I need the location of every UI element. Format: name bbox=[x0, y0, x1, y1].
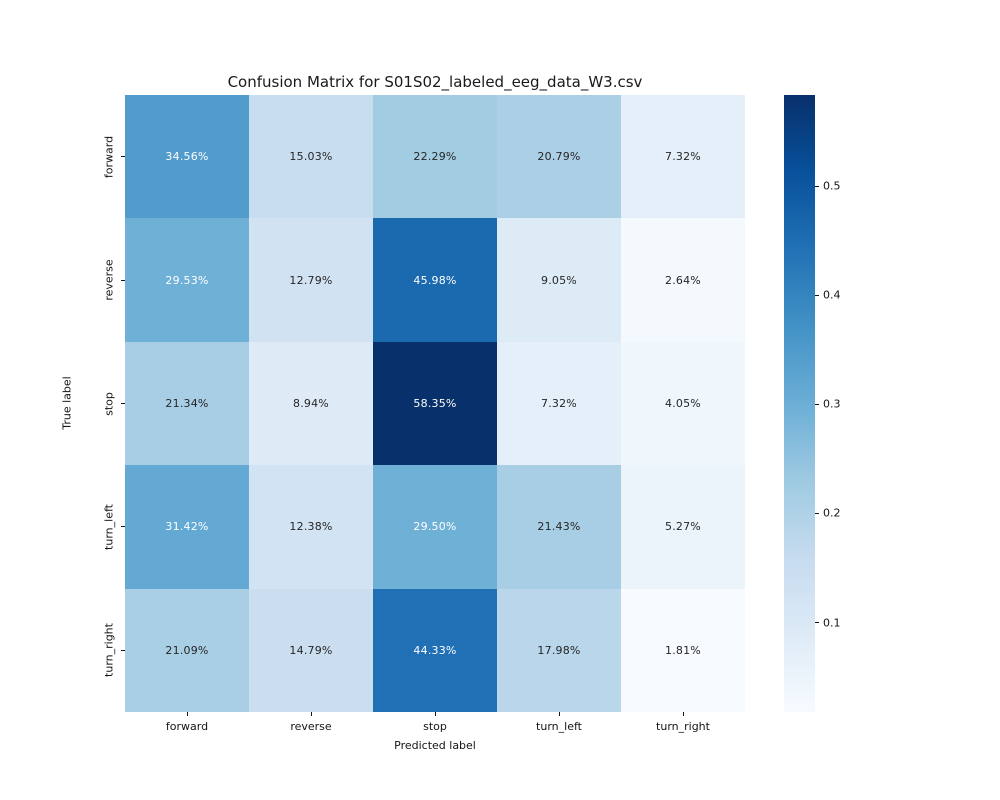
cell-annotation: 12.38% bbox=[289, 520, 333, 534]
cell-annotation: 45.98% bbox=[413, 273, 457, 287]
x-tick-label: turn_right bbox=[656, 720, 710, 733]
heatmap-cell: 14.79% bbox=[249, 588, 373, 712]
cell-annotation: 22.29% bbox=[413, 150, 457, 164]
heatmap-cell: 21.34% bbox=[125, 341, 249, 466]
x-tick-label: reverse bbox=[290, 720, 332, 733]
y-axis-label: True label bbox=[60, 376, 74, 430]
colorbar-tick-mark bbox=[815, 622, 819, 624]
cell-annotation: 17.98% bbox=[537, 643, 581, 657]
colorbar-tick-label: 0.4 bbox=[823, 288, 841, 302]
cell-annotation: 7.32% bbox=[541, 396, 577, 410]
heatmap-cell: 29.50% bbox=[373, 465, 497, 589]
x-tick-mark bbox=[682, 712, 684, 716]
cell-annotation: 2.64% bbox=[665, 273, 701, 287]
cell-annotation: 15.03% bbox=[289, 150, 333, 164]
cell-annotation: 8.94% bbox=[293, 396, 329, 410]
y-tick-label: reverse bbox=[102, 259, 116, 301]
heatmap-cell: 2.64% bbox=[621, 218, 745, 342]
y-tick-mark bbox=[121, 279, 125, 281]
x-axis-label: Predicted label bbox=[394, 739, 476, 752]
y-tick-mark bbox=[121, 649, 125, 651]
cell-annotation: 5.27% bbox=[665, 520, 701, 534]
cell-annotation: 12.79% bbox=[289, 273, 333, 287]
y-tick-label: forward bbox=[102, 135, 116, 178]
cell-annotation: 20.79% bbox=[537, 150, 581, 164]
x-tick-mark bbox=[186, 712, 188, 716]
heatmap: 34.56% 15.03% 22.29% 20.79% 7.32% 29.53% 12.79… bbox=[125, 95, 745, 712]
heatmap-cell: 17.98% bbox=[497, 588, 621, 712]
heatmap-cell: 29.53% bbox=[125, 218, 249, 342]
heatmap-cell: 9.05% bbox=[497, 218, 621, 342]
cell-annotation: 21.09% bbox=[165, 643, 209, 657]
heatmap-cell: 45.98% bbox=[373, 218, 497, 342]
heatmap-cell: 12.38% bbox=[249, 465, 373, 589]
heatmap-cell: 7.32% bbox=[621, 95, 745, 219]
cell-annotation: 44.33% bbox=[413, 643, 457, 657]
cell-annotation: 1.81% bbox=[665, 643, 701, 657]
cell-annotation: 14.79% bbox=[289, 643, 333, 657]
heatmap-cell: 4.05% bbox=[621, 341, 745, 466]
cell-annotation: 31.42% bbox=[165, 520, 209, 534]
y-tick-mark bbox=[121, 156, 125, 158]
heatmap-cell: 44.33% bbox=[373, 588, 497, 712]
heatmap-cell: 21.09% bbox=[125, 588, 249, 712]
colorbar-tick-mark bbox=[815, 294, 819, 296]
heatmap-cell: 8.94% bbox=[249, 341, 373, 466]
x-tick-mark bbox=[434, 712, 436, 716]
y-tick-label: turn_left bbox=[102, 503, 116, 550]
x-tick-label: turn_left bbox=[536, 720, 582, 733]
heatmap-cell: 12.79% bbox=[249, 218, 373, 342]
cell-annotation: 34.56% bbox=[165, 150, 209, 164]
cell-annotation: 58.35% bbox=[413, 396, 457, 410]
y-tick-label: turn_right bbox=[102, 623, 116, 678]
colorbar-tick-mark bbox=[815, 185, 819, 187]
cell-annotation: 29.53% bbox=[165, 273, 209, 287]
colorbar-tick-label: 0.3 bbox=[823, 397, 841, 411]
heatmap-cell: 34.56% bbox=[125, 95, 249, 219]
cell-annotation: 9.05% bbox=[541, 273, 577, 287]
colorbar-tick-label: 0.1 bbox=[823, 616, 841, 630]
colorbar-tick-mark bbox=[815, 512, 819, 514]
y-tick-mark bbox=[121, 526, 125, 528]
y-tick-mark bbox=[121, 403, 125, 404]
colorbar-tick-label: 0.2 bbox=[823, 506, 841, 520]
cell-annotation: 29.50% bbox=[413, 520, 457, 534]
x-tick-label: stop bbox=[423, 720, 447, 733]
colorbar-tick-label: 0.5 bbox=[823, 179, 841, 193]
y-tick-label: stop bbox=[102, 391, 116, 416]
x-tick-label: forward bbox=[165, 720, 209, 733]
cell-annotation: 21.43% bbox=[537, 520, 581, 534]
cell-annotation: 4.05% bbox=[665, 396, 701, 410]
cell-annotation: 21.34% bbox=[165, 396, 209, 410]
x-tick-mark bbox=[310, 712, 312, 716]
heatmap-cell: 22.29% bbox=[373, 95, 497, 219]
colorbar bbox=[784, 95, 815, 712]
heatmap-cell: 31.42% bbox=[125, 465, 249, 589]
cell-annotation: 7.32% bbox=[665, 150, 701, 164]
heatmap-cell: 7.32% bbox=[497, 341, 621, 466]
heatmap-cell: 5.27% bbox=[621, 465, 745, 589]
heatmap-cell: 20.79% bbox=[497, 95, 621, 219]
colorbar-tick-mark bbox=[815, 403, 819, 405]
chart-title: Confusion Matrix for S01S02_labeled_eeg_… bbox=[227, 73, 643, 91]
x-tick-mark bbox=[558, 712, 560, 716]
heatmap-cell: 1.81% bbox=[621, 588, 745, 712]
heatmap-cell: 15.03% bbox=[249, 95, 373, 219]
heatmap-cell: 21.43% bbox=[497, 465, 621, 589]
heatmap-cell: 58.35% bbox=[373, 341, 497, 466]
